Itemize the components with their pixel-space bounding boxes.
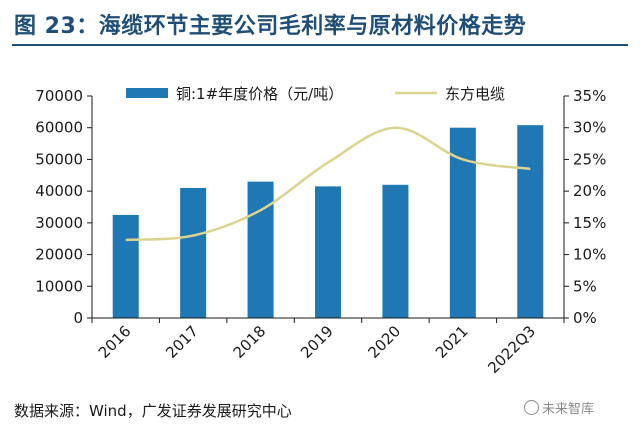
watermark-text: 未来智库 bbox=[542, 402, 595, 417]
bar-copper-price bbox=[517, 125, 544, 318]
y-right-tick-label: 25% bbox=[573, 150, 606, 168]
bar-series bbox=[112, 125, 544, 318]
chart: 0 10000 20000 30000 40000 50000 60000 70000 0% 5… bbox=[35, 85, 606, 377]
bar-copper-price bbox=[247, 181, 274, 318]
x-tick-label: 2021 bbox=[432, 322, 472, 362]
y-right-tick-label: 15% bbox=[573, 214, 606, 232]
legend-bar-swatch bbox=[126, 88, 168, 98]
y-right-tick-label: 20% bbox=[573, 182, 606, 200]
bar-copper-price bbox=[112, 214, 139, 318]
y-right-tick-label: 5% bbox=[573, 277, 597, 295]
chart-title: 图 23：海缆环节主要公司毛利率与原材料价格走势 bbox=[14, 14, 527, 39]
y-left-tick-label: 70000 bbox=[35, 87, 83, 105]
x-axis: 2016 2017 2018 2019 2020 2021 2022Q3 bbox=[91, 317, 565, 377]
x-tick-label: 2018 bbox=[230, 322, 270, 362]
legend-line-label: 东方电缆 bbox=[445, 85, 505, 103]
legend-bar-label: 铜:1#年度价格（元/吨） bbox=[176, 85, 343, 103]
x-tick-label: 2020 bbox=[365, 322, 405, 362]
watermark-logo-icon bbox=[524, 400, 539, 415]
y-left-tick-label: 20000 bbox=[35, 246, 83, 264]
x-tick-label: 2019 bbox=[297, 322, 337, 362]
y-left-tick-label: 50000 bbox=[35, 150, 83, 168]
legend: 铜:1#年度价格（元/吨） 东方电缆 bbox=[126, 85, 505, 103]
y-right-tick-label: 0% bbox=[573, 309, 597, 327]
y-left-tick-label: 30000 bbox=[35, 214, 83, 232]
x-tick-label: 2017 bbox=[162, 322, 202, 362]
source-note: 数据来源：Wind，广发证券发展研究中心 bbox=[14, 402, 292, 420]
bar-copper-price bbox=[180, 187, 207, 318]
y-axis-left: 0 10000 20000 30000 40000 50000 60000 70000 bbox=[35, 87, 93, 327]
y-left-tick-label: 40000 bbox=[35, 182, 83, 200]
y-left-tick-label: 60000 bbox=[35, 119, 83, 137]
bar-copper-price bbox=[315, 186, 341, 318]
x-tick-label: 2022Q3 bbox=[484, 322, 539, 377]
x-tick-label: 2016 bbox=[95, 322, 135, 362]
y-left-tick-label: 10000 bbox=[35, 277, 83, 295]
watermark: 未来智库 bbox=[524, 398, 594, 417]
title-divider bbox=[12, 44, 628, 46]
y-right-tick-label: 35% bbox=[573, 87, 606, 105]
y-axis-right: 0% 5% 10% 15% 20% 25% 30% 35% bbox=[563, 87, 606, 327]
line-series-dongfang-cable bbox=[125, 126, 531, 242]
y-left-tick-label: 0 bbox=[73, 309, 83, 327]
y-right-tick-label: 30% bbox=[573, 119, 606, 137]
bar-copper-price bbox=[382, 184, 409, 318]
y-right-tick-label: 10% bbox=[573, 246, 606, 264]
